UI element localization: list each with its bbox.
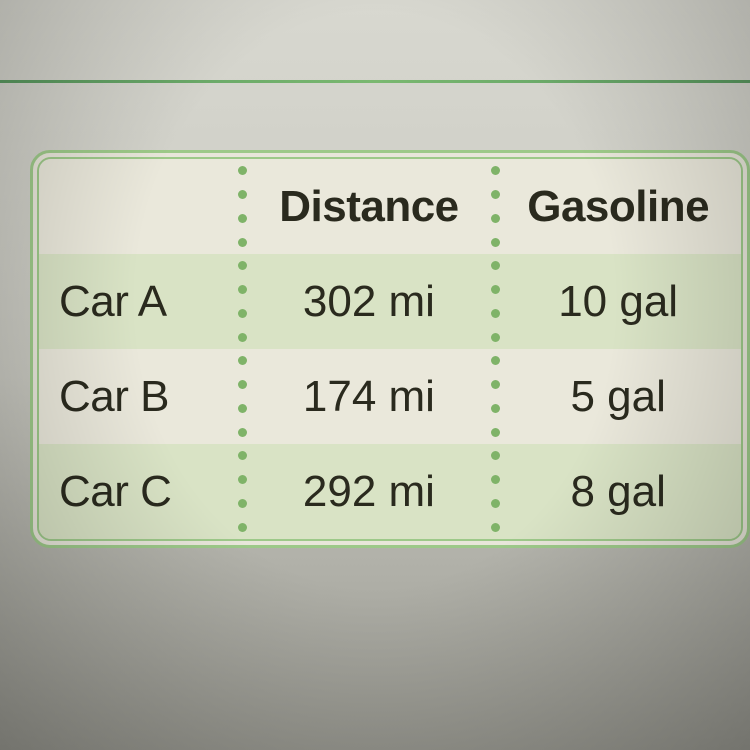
table-row: Car B 174 mi 5 gal	[39, 349, 741, 444]
table-inner-border: Distance Gasoline Car A	[37, 157, 743, 541]
distance-value: 292 mi	[303, 467, 435, 516]
distance-cell: 302 mi	[243, 254, 496, 349]
gasoline-cell: 10 gal	[495, 254, 741, 349]
distance-value: 302 mi	[303, 277, 435, 326]
header-cell-gasoline: Gasoline	[495, 159, 741, 254]
header-label: Gasoline	[527, 182, 709, 231]
gasoline-cell: 8 gal	[495, 444, 741, 539]
column-separator-dots	[238, 254, 248, 349]
table-row: Car A 302 mi 10 gal	[39, 254, 741, 349]
table-row: Car C 292 mi 8 gal	[39, 444, 741, 539]
table-header-row: Distance Gasoline	[39, 159, 741, 254]
gasoline-cell: 5 gal	[495, 349, 741, 444]
header-cell-empty	[39, 159, 243, 254]
column-separator-dots	[490, 349, 500, 444]
row-label-cell: Car C	[39, 444, 243, 539]
column-separator-dots	[238, 159, 248, 254]
column-separator-dots	[238, 349, 248, 444]
row-label-cell: Car B	[39, 349, 243, 444]
distance-value: 174 mi	[303, 372, 435, 421]
gasoline-value: 10 gal	[558, 277, 678, 326]
row-label-cell: Car A	[39, 254, 243, 349]
column-separator-dots	[490, 254, 500, 349]
mileage-table: Distance Gasoline Car A	[39, 159, 741, 539]
column-separator-dots	[238, 444, 248, 539]
column-separator-dots	[490, 159, 500, 254]
header-cell-distance: Distance	[243, 159, 496, 254]
column-separator-dots	[490, 444, 500, 539]
distance-cell: 174 mi	[243, 349, 496, 444]
gasoline-value: 5 gal	[570, 372, 665, 421]
mileage-table-container: Distance Gasoline Car A	[30, 150, 750, 548]
header-label: Distance	[279, 182, 458, 231]
distance-cell: 292 mi	[243, 444, 496, 539]
gasoline-value: 8 gal	[570, 467, 665, 516]
top-rule	[0, 80, 750, 83]
